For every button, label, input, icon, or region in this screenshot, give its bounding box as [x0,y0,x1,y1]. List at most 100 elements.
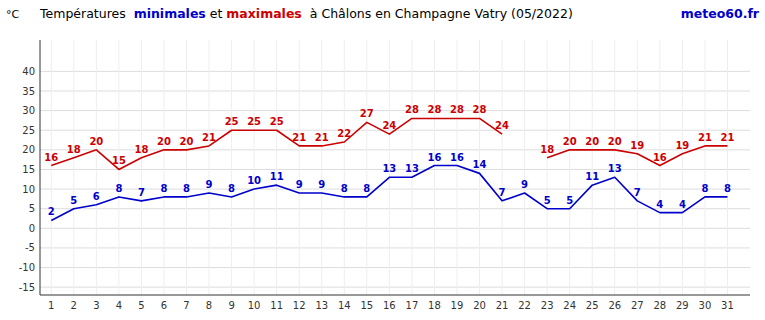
x-tick-label: 21 [496,300,509,311]
grid-line-x [141,40,142,295]
y-tick-label: 0 [29,223,35,234]
data-label: 25 [247,116,261,127]
x-tick-label: 26 [608,300,621,311]
data-label: 10 [247,175,261,186]
data-label: 18 [540,144,554,155]
data-label: 16 [427,152,441,163]
grid-line-y [40,267,750,268]
series-line [51,118,727,169]
grid-line-y [40,189,750,190]
x-axis [40,295,750,296]
data-label: 20 [608,136,622,147]
x-tick-label: 23 [541,300,554,311]
title-series-name: minimales [134,6,206,21]
x-tick-label: 22 [518,300,531,311]
x-tick-label: 1 [48,300,54,311]
data-label: 13 [405,163,419,174]
data-label: 8 [363,183,370,194]
grid-line-x [231,40,232,295]
grid-line-x [637,40,638,295]
grid-line-x [276,40,277,295]
data-label: 15 [112,155,126,166]
data-label: 7 [634,187,641,198]
grid-line-x [344,40,345,295]
data-label: 6 [93,191,100,202]
y-tick-label: -15 [19,282,35,293]
x-tick-label: 9 [228,300,234,311]
grid-line-y [40,71,750,72]
y-tick-label: 5 [29,203,35,214]
x-tick-label: 28 [653,300,666,311]
x-tick-label: 18 [428,300,441,311]
grid-line-x [254,40,255,295]
grid-line-x [321,40,322,295]
grid-line-y [40,208,750,209]
data-label: 21 [315,132,329,143]
data-label: 19 [675,140,689,151]
x-tick-label: 24 [563,300,576,311]
title: Températures minimales et maximales à Ch… [39,6,573,21]
data-label: 21 [292,132,306,143]
grid-line-x [96,40,97,295]
title-series-name: maximales [226,6,301,21]
x-tick-label: 25 [586,300,599,311]
y-tick-label: 35 [22,86,35,97]
grid-line-x [366,40,367,295]
grid-line-x [51,40,52,295]
data-label: 20 [180,136,194,147]
data-label: 9 [206,179,213,190]
data-label: 7 [499,187,506,198]
x-tick-label: 11 [270,300,283,311]
grid-line-x [727,40,728,295]
grid-line-x [299,40,300,295]
data-label: 20 [563,136,577,147]
y-tick-label: -10 [19,262,35,273]
tick-labels: -15-10-505101520253035401234567891011121… [19,66,734,311]
data-label: 24 [495,120,509,131]
data-label: 20 [585,136,599,147]
x-tick-label: 4 [116,300,122,311]
y-tick-label: 20 [22,144,35,155]
data-label: 27 [360,108,374,119]
data-label: 8 [724,183,731,194]
grid [40,40,750,295]
data-label: 8 [228,183,235,194]
x-tick-label: 27 [631,300,644,311]
data-label: 11 [585,171,599,182]
x-tick-label: 8 [206,300,212,311]
y-tick-label: 25 [22,125,35,136]
data-label: 4 [656,199,663,210]
x-tick-label: 7 [183,300,189,311]
title-part: à Châlons en Champagne Vatry (05/2022) [302,6,573,21]
x-tick-label: 3 [93,300,99,311]
data-label: 5 [544,195,551,206]
data-label: 8 [160,183,167,194]
data-label: 18 [67,144,81,155]
x-tick-label: 6 [161,300,167,311]
y-axis-label: °C [6,8,20,21]
data-label: 16 [653,152,667,163]
data-label: 28 [427,104,441,115]
x-tick-label: 2 [71,300,77,311]
grid-line-x [704,40,705,295]
grid-line-x [547,40,548,295]
data-label: 9 [521,179,528,190]
y-axis [40,40,41,295]
grid-line-y [40,228,750,229]
grid-line-x [524,40,525,295]
data-label: 8 [183,183,190,194]
y-tick-label: -5 [25,242,35,253]
grid-line-x [186,40,187,295]
data-label: 20 [157,136,171,147]
data-label: 28 [450,104,464,115]
data-label: 28 [473,104,487,115]
data-label: 21 [720,132,734,143]
data-label: 8 [701,183,708,194]
data-label: 13 [382,163,396,174]
data-label: 8 [115,183,122,194]
data-label: 2 [48,206,55,217]
x-tick-label: 5 [138,300,144,311]
grid-line-x [659,40,660,295]
chart: -15-10-505101520253035401234567891011121… [0,0,765,320]
y-tick-label: 30 [22,105,35,116]
